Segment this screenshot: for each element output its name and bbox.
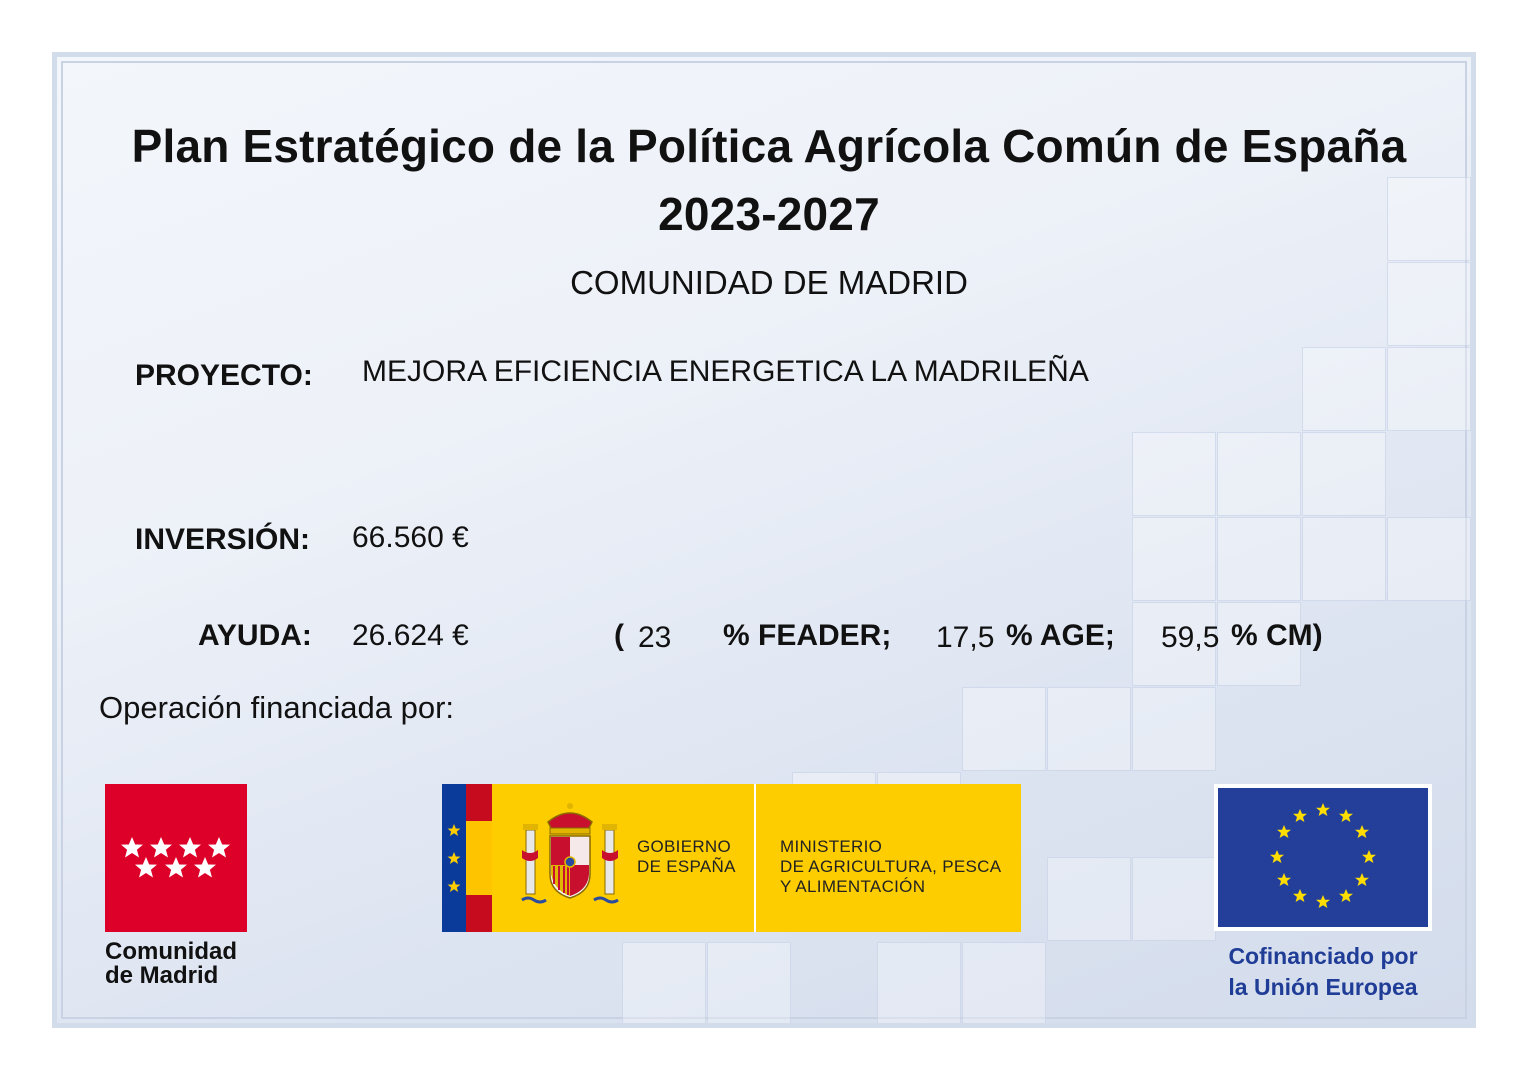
financed-by-text: Operación financiada por: xyxy=(99,690,455,725)
cm-label: % CM) xyxy=(1231,619,1323,652)
inversion-label: INVERSIÓN: xyxy=(135,523,311,556)
proyecto-value: MEJORA EFICIENCIA ENERGETICA LA MADRILEÑ… xyxy=(362,355,1089,388)
funding-poster: Plan Estratégico de la Política Agrícola… xyxy=(52,52,1476,1028)
spain-coat-of-arms-icon xyxy=(521,803,619,904)
inversion-value: 66.560 € xyxy=(352,521,469,554)
proyecto-label: PROYECTO: xyxy=(135,359,313,392)
feader-value: 23 xyxy=(638,621,672,654)
region-subtitle: COMUNIDAD DE MADRID xyxy=(570,264,968,301)
ayuda-label: AYUDA: xyxy=(198,619,312,652)
gobierno-line-1: GOBIERNO xyxy=(637,837,732,856)
ayuda-value: 26.624 € xyxy=(352,619,469,652)
logo-separator xyxy=(754,784,756,932)
eu-stars-icon xyxy=(447,824,461,892)
madrid-flag-icon xyxy=(105,784,247,932)
eu-logo: Cofinanciado por la Unión Europea xyxy=(1214,784,1432,1003)
ministerio-line-1: MINISTERIO xyxy=(780,837,883,856)
gobierno-line-2: DE ESPAÑA xyxy=(637,857,736,876)
cm-caption-line-1: Comunidad xyxy=(105,938,237,965)
madrid-stars-icon xyxy=(121,837,230,878)
ministerio-line-2: DE AGRICULTURA, PESCA xyxy=(780,857,1002,876)
cm-caption-line-2: de Madrid xyxy=(105,962,219,989)
cm-value: 59,5 xyxy=(1161,621,1220,654)
eu-ring-of-stars-icon xyxy=(1270,803,1376,908)
comunidad-madrid-logo: Comunidad de Madrid xyxy=(105,784,247,988)
eu-caption-line-1: Cofinanciado por xyxy=(1228,943,1418,969)
age-label: % AGE; xyxy=(1006,619,1115,652)
title-line-1: Plan Estratégico de la Política Agrícola… xyxy=(131,120,1407,172)
eu-flag-icon xyxy=(1214,784,1432,931)
spain-flag-yellow-stripe xyxy=(466,821,492,895)
ayuda-open-paren: ( xyxy=(614,619,624,652)
age-value: 17,5 xyxy=(936,621,995,654)
gobierno-espana-logo: GOBIERNO DE ESPAÑA MINISTERIO DE AGRICUL… xyxy=(442,784,1021,932)
title-line-2: 2023-2027 xyxy=(658,188,880,240)
ministerio-line-3: Y ALIMENTACIÓN xyxy=(780,877,926,896)
feader-label: % FEADER; xyxy=(723,619,892,652)
eu-caption-line-2: la Unión Europea xyxy=(1228,974,1418,1000)
eu-stripe xyxy=(442,784,466,932)
